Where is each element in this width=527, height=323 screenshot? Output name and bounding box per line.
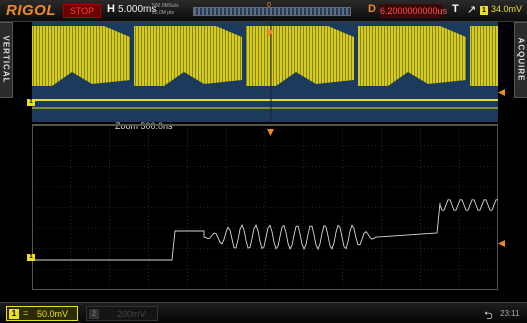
run-stop-status[interactable]: STOP <box>63 4 101 18</box>
ch1-button[interactable]: 1 = 50.0mV <box>6 306 78 321</box>
burst-envelope <box>470 26 498 86</box>
burst-envelope <box>358 26 466 86</box>
bottom-channel-bar: 1 = 50.0mV 2 200mV ⮌ 23:11 <box>0 302 527 323</box>
sample-rate: 500.0MSa/s <box>152 3 179 9</box>
zoom-waveform-display <box>32 125 498 290</box>
acquire-tab-label: ACQUIRE <box>516 37 526 82</box>
clock: 23:11 <box>500 309 520 318</box>
top-status-bar: RIGOL STOP H 5.000ms 500.0MSa/s 25.0M pt… <box>0 0 527 22</box>
zoom-waveform-window[interactable] <box>32 124 498 290</box>
main-waveform-window[interactable] <box>32 22 498 122</box>
ch1-number: 1 <box>9 309 19 319</box>
delay-value[interactable]: 6.2000000000us <box>380 4 448 18</box>
trigger-source: 1 <box>480 6 488 15</box>
trigger-level[interactable]: 34.0mV <box>491 4 523 14</box>
rigol-logo: RIGOL <box>6 2 56 19</box>
ch2-button[interactable]: 2 200mV <box>86 306 158 321</box>
main-ch1-offset-marker[interactable]: 1 <box>27 99 35 106</box>
zoom-trigger-level-marker[interactable] <box>498 240 505 247</box>
ch2-number: 2 <box>89 309 99 319</box>
memory-depth: 25.0M pts <box>152 10 174 16</box>
ch1-scale: 50.0mV <box>37 309 69 319</box>
horizontal-label: H <box>107 3 115 15</box>
ch2-scale: 200mV <box>117 309 146 319</box>
main-trigger-level-marker[interactable] <box>498 89 505 96</box>
main-waveform-display <box>32 22 498 122</box>
burst-envelope <box>134 26 242 86</box>
memory-position-strip[interactable] <box>193 7 351 16</box>
vertical-menu-tab[interactable]: VERTICAL <box>0 22 13 98</box>
acquire-menu-tab[interactable]: ACQUIRE <box>514 22 527 98</box>
burst-envelope <box>246 26 354 86</box>
sample-rate-info: 500.0MSa/s 25.0M pts <box>152 3 179 17</box>
rising-edge-icon: ↗ <box>467 4 477 16</box>
trigger-label: T <box>452 3 459 15</box>
delay-label: D <box>368 3 376 15</box>
ch1-coupling: = <box>23 308 29 318</box>
usb-icon: ⮌ <box>484 309 493 322</box>
trigger-position-marker: 0 <box>267 2 271 9</box>
timebase-value[interactable]: 5.000ms <box>118 4 157 15</box>
burst-envelope <box>32 26 130 86</box>
vertical-tab-label: VERTICAL <box>1 35 11 84</box>
zoom-ch1-offset-marker[interactable]: 1 <box>27 254 35 261</box>
